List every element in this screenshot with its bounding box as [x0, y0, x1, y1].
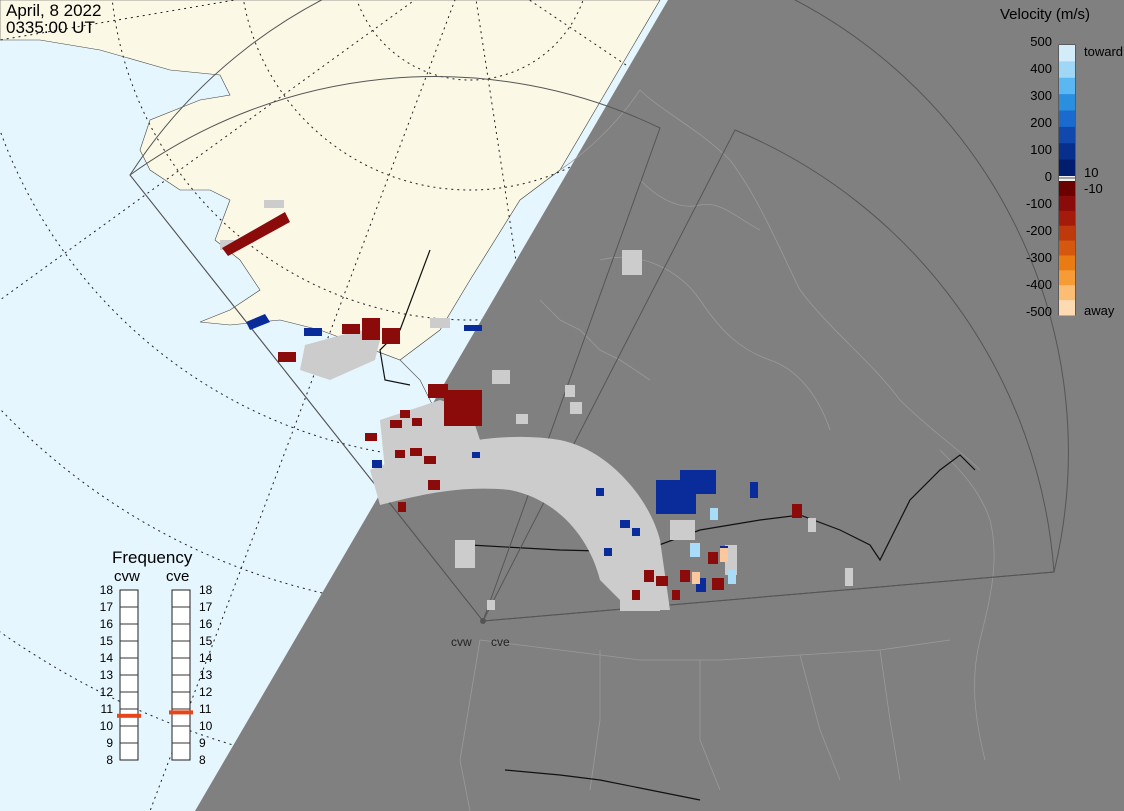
frequency-gridlines — [120, 606, 190, 744]
frequency-tick-right: 16 — [199, 617, 213, 631]
colorbar-toward-segment — [1059, 159, 1075, 177]
frequency-tick-right: 15 — [199, 634, 213, 648]
colorbar-toward-segment — [1059, 126, 1075, 144]
frequency-tick-left: 16 — [99, 617, 113, 631]
frequency-tick-right: 10 — [199, 719, 213, 733]
colorbar-toward-segment — [1059, 77, 1075, 95]
frequency-tick-right: 17 — [199, 600, 213, 614]
radar-site-scatter — [487, 600, 495, 610]
legend-tick: 500 — [1030, 34, 1052, 49]
colorbar-away-segment — [1059, 210, 1075, 227]
legend-tick: -200 — [1025, 223, 1052, 238]
legend-tick: -300 — [1025, 250, 1052, 265]
colorbar-away-segment — [1059, 181, 1075, 197]
frequency-tick-left: 18 — [99, 583, 113, 597]
frequency-markers — [117, 710, 193, 718]
colorbar-toward-segment — [1059, 110, 1075, 128]
frequency-tick-right: 9 — [199, 736, 206, 750]
frequency-tick-left: 14 — [99, 651, 113, 665]
frequency-tick-right: 12 — [199, 685, 213, 699]
radar-fov — [129, 0, 1069, 623]
night-terminator — [195, 0, 1124, 811]
frequency-tick-left: 13 — [99, 668, 113, 682]
land-alaska — [0, 0, 661, 361]
colorbar-away-segment — [1059, 195, 1075, 212]
legend-tick: 0 — [1044, 169, 1052, 184]
time-text: 0335:00 UT — [6, 18, 95, 37]
frequency-marker-cve — [169, 710, 193, 715]
border-us-mexico — [504, 769, 701, 801]
frequency-radar-cve: cve — [166, 568, 190, 585]
colorbar-away-segment — [1059, 270, 1075, 286]
legend-neg-threshold: -10 — [1084, 181, 1103, 196]
velocity-away-cells — [222, 212, 802, 600]
frequency-title: Frequency — [112, 548, 193, 567]
frequency-tick-right: 18 — [199, 583, 213, 597]
frequency-radar-cvw: cvw — [114, 568, 140, 585]
border-alaska-canada — [379, 249, 431, 386]
colorbar-toward-segment — [1059, 61, 1075, 79]
legend-title: Velocity (m/s) — [1000, 6, 1091, 23]
frequency-tick-left: 11 — [100, 702, 113, 716]
velocity-toward-cells — [246, 314, 758, 592]
frequency-tick-right: 11 — [199, 702, 212, 716]
frequency-tick-left: 8 — [106, 753, 113, 767]
colorbar-away-segment — [1059, 300, 1075, 316]
radar-site-label-cve: cve — [491, 635, 510, 649]
datetime: April, 8 2022 0335:00 UT — [6, 2, 101, 36]
velocity-colorbar — [1058, 44, 1076, 316]
velocity-away-light-cells — [692, 548, 728, 584]
colorbar-toward-segment — [1059, 143, 1075, 161]
frequency-marker-cvw — [117, 713, 141, 718]
radar-site-dot — [480, 618, 486, 624]
frequency-tick-right: 8 — [199, 753, 206, 767]
velocity-toward-light-cells — [690, 508, 736, 584]
frequency-tick-right: 13 — [199, 668, 213, 682]
colorbar-away-segment — [1059, 240, 1075, 256]
frequency-tick-left: 10 — [99, 719, 113, 733]
night-coastlines — [459, 89, 995, 811]
radar-site-markers — [480, 600, 495, 624]
frequency-tick-left: 17 — [99, 600, 113, 614]
legend-tick: -500 — [1025, 304, 1052, 319]
colorbar-away-segment — [1059, 285, 1075, 301]
frequency-tick-left: 9 — [106, 736, 113, 750]
colorbar-away-segment — [1059, 225, 1075, 242]
frequency-tick-left: 15 — [99, 634, 113, 648]
radar-site-label-cvw: cvw — [451, 635, 472, 649]
legend-away-label: away — [1084, 303, 1115, 318]
colorbar-toward-segment — [1059, 45, 1075, 62]
legend-tick: -100 — [1025, 196, 1052, 211]
colorbar-toward-segment — [1059, 94, 1075, 111]
legend-tick: 400 — [1030, 61, 1052, 76]
legend-tick: 100 — [1030, 142, 1052, 157]
legend-pos-threshold: 10 — [1084, 165, 1099, 180]
legend-tick: -400 — [1025, 277, 1052, 292]
legend-toward-label: toward — [1084, 44, 1124, 59]
colorbar-away-segment — [1059, 255, 1075, 271]
frequency-tick-right: 14 — [199, 651, 213, 665]
date-text: April, 8 2022 — [6, 1, 102, 20]
frequency-tick-left: 12 — [99, 685, 113, 699]
legend-tick: 200 — [1030, 115, 1052, 130]
legend-tick: 300 — [1030, 88, 1052, 103]
